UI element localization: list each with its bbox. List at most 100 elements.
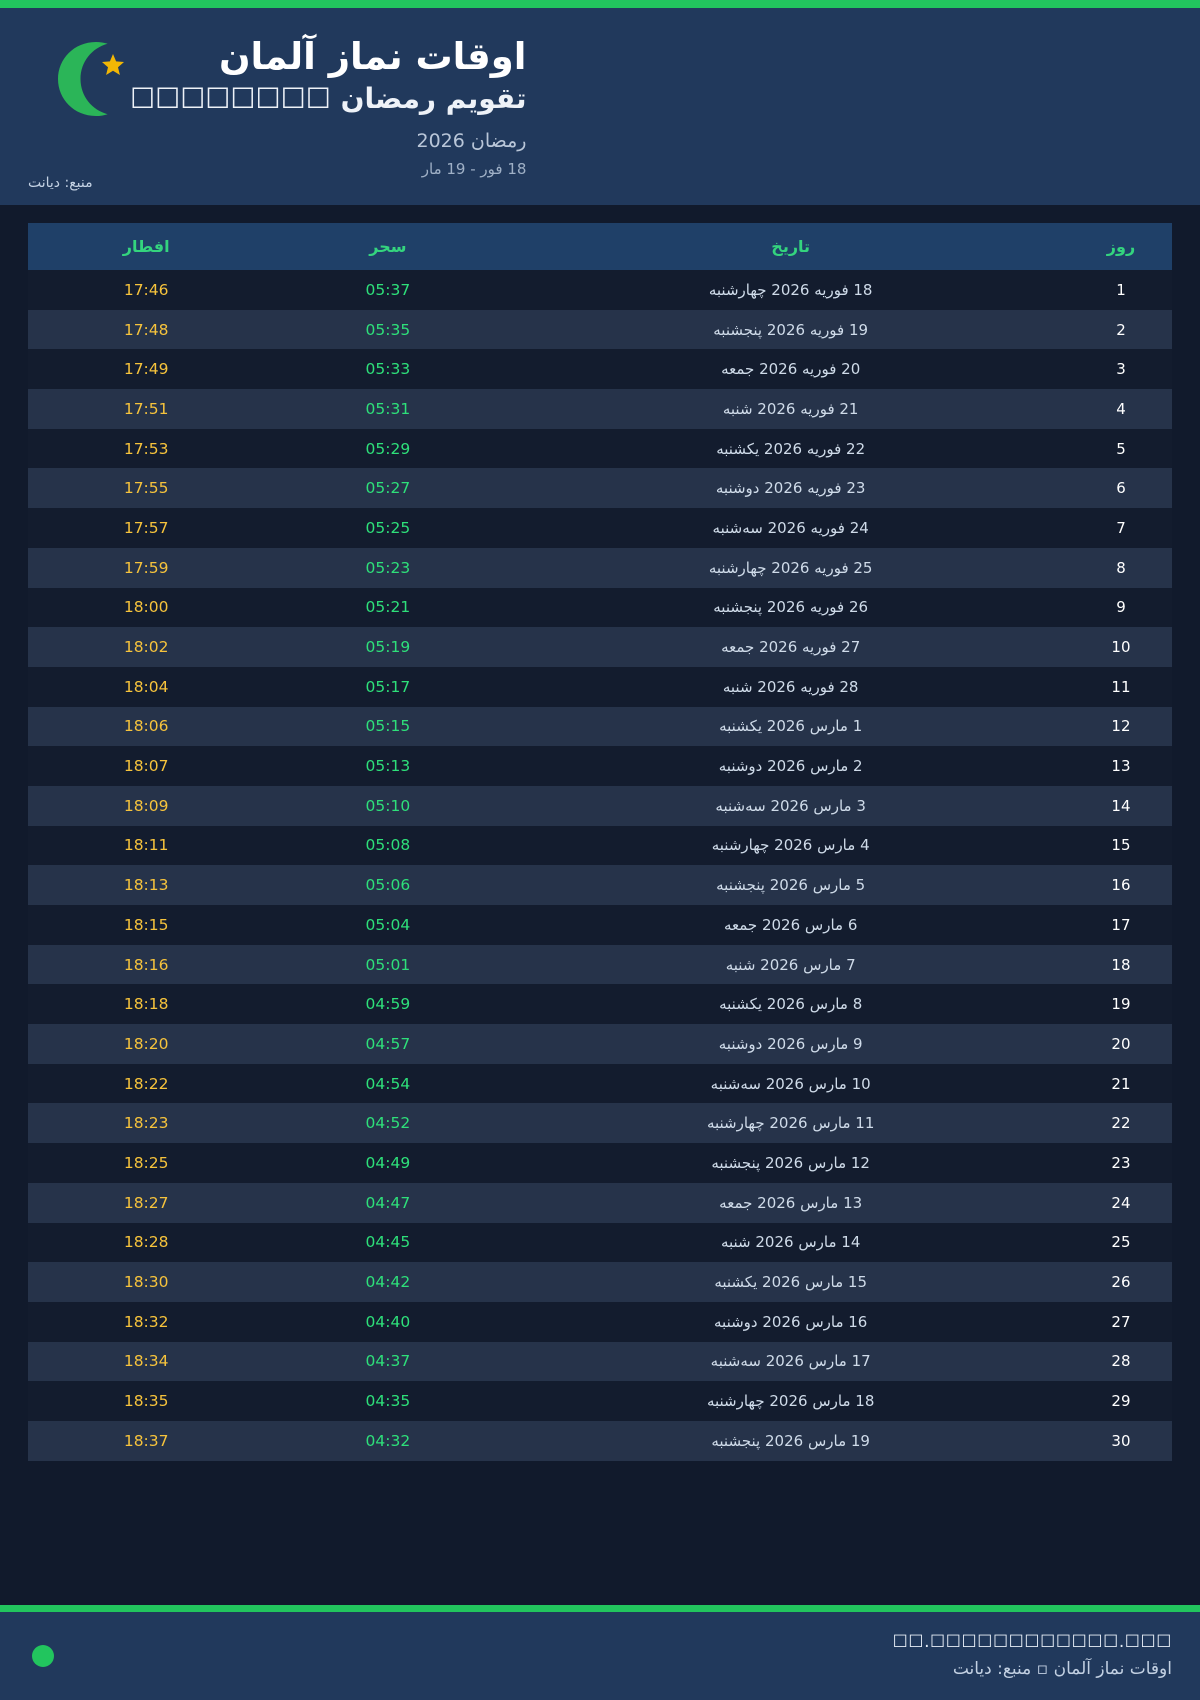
cell-day: 8 — [1116, 558, 1126, 577]
cell-sahar: 05:19 — [365, 638, 411, 657]
table-row[interactable]: 15 4 مارس 2026 چهارشنبه 05:08 18:11 — [28, 825, 1172, 866]
page-header: اوقات نماز آلمان تقویم رمضان ☐☐☐☐☐☐☐☐ رم… — [0, 8, 1200, 205]
green-status-dot-icon — [32, 1645, 54, 1667]
table-row[interactable]: 28 17 مارس 2026 سه‌شنبه 04:37 18:34 — [28, 1341, 1172, 1382]
footer-text-block: ☐☐☐.☐☐☐☐☐☐☐☐☐☐☐☐.☐☐ اوقات نماز آلمان ▫ م… — [893, 1630, 1172, 1682]
cell-date: 1 مارس 2026 یکشنبه — [719, 717, 863, 736]
cell-iftar: 18:16 — [123, 955, 169, 974]
cell-sahar: 05:23 — [365, 558, 411, 577]
footer-website-url[interactable]: ☐☐☐.☐☐☐☐☐☐☐☐☐☐☐☐.☐☐ — [892, 1631, 1172, 1652]
table-head: روز تاریخ سحر افطار — [28, 223, 1172, 270]
page-subtitle: تقویم رمضان ☐☐☐☐☐☐☐☐ — [130, 81, 526, 117]
table-row[interactable]: 24 13 مارس 2026 جمعه 04:47 18:27 — [28, 1182, 1172, 1223]
table-row[interactable]: 1 18 فوریه 2026 چهارشنبه 05:37 17:46 — [28, 270, 1172, 310]
cell-sahar: 05:17 — [365, 677, 411, 696]
table-row[interactable]: 19 8 مارس 2026 یکشنبه 04:59 18:18 — [28, 984, 1172, 1025]
cell-iftar: 17:55 — [123, 479, 169, 498]
cell-iftar: 18:13 — [123, 876, 169, 895]
cell-day: 2 — [1116, 320, 1126, 339]
cell-date: 18 فوریه 2026 چهارشنبه — [708, 280, 873, 299]
cell-iftar: 18:32 — [123, 1312, 169, 1331]
column-header-iftar: افطار — [28, 223, 265, 270]
table-row[interactable]: 21 10 مارس 2026 سه‌شنبه 04:54 18:22 — [28, 1063, 1172, 1104]
cell-iftar: 18:27 — [123, 1193, 169, 1212]
cell-date: 2 مارس 2026 دوشنبه — [718, 757, 863, 776]
table-row[interactable]: 20 9 مارس 2026 دوشنبه 04:57 18:20 — [28, 1024, 1172, 1064]
table-row[interactable]: 17 6 مارس 2026 جمعه 05:04 18:15 — [28, 905, 1172, 945]
table-row[interactable]: 9 26 فوریه 2026 پنجشنبه 05:21 18:00 — [28, 587, 1172, 628]
footer-accent-bar — [0, 1605, 1200, 1612]
cell-date: 26 فوریه 2026 پنجشنبه — [713, 598, 869, 617]
table-row[interactable]: 26 15 مارس 2026 یکشنبه 04:42 18:30 — [28, 1262, 1172, 1302]
table-row[interactable]: 8 25 فوریه 2026 چهارشنبه 05:23 17:59 — [28, 547, 1172, 588]
cell-date: 11 مارس 2026 چهارشنبه — [706, 1114, 875, 1133]
cell-date: 10 مارس 2026 سه‌شنبه — [710, 1074, 871, 1093]
table-row[interactable]: 23 12 مارس 2026 پنجشنبه 04:49 18:25 — [28, 1143, 1172, 1183]
cell-date: 20 فوریه 2026 جمعه — [721, 360, 861, 379]
cell-date: 9 مارس 2026 دوشنبه — [718, 1034, 863, 1053]
cell-sahar: 04:57 — [365, 1034, 411, 1053]
cell-date: 28 فوریه 2026 شنبه — [722, 677, 859, 696]
cell-iftar: 18:11 — [123, 836, 169, 855]
cell-day: 3 — [1116, 360, 1126, 379]
cell-date: 23 فوریه 2026 دوشنبه — [715, 479, 866, 498]
page-title: اوقات نماز آلمان — [218, 35, 527, 78]
cell-day: 19 — [1111, 995, 1131, 1014]
cell-day: 30 — [1111, 1431, 1131, 1450]
table-row[interactable]: 10 27 فوریه 2026 جمعه 05:19 18:02 — [28, 627, 1172, 667]
table-row[interactable]: 7 24 فوریه 2026 سه‌شنبه 05:25 17:57 — [28, 508, 1172, 548]
table-row[interactable]: 16 5 مارس 2026 پنجشنبه 05:06 18:13 — [28, 865, 1172, 905]
table-row[interactable]: 6 23 فوریه 2026 دوشنبه 05:27 17:55 — [28, 468, 1172, 509]
cell-day: 4 — [1116, 399, 1126, 418]
table-row[interactable]: 5 22 فوریه 2026 یکشنبه 05:29 17:53 — [28, 428, 1172, 469]
table-row[interactable]: 25 14 مارس 2026 شنبه 04:45 18:28 — [28, 1222, 1172, 1263]
page-subtitle-text: تقویم رمضان — [340, 81, 527, 115]
header-titles: اوقات نماز آلمان تقویم رمضان ☐☐☐☐☐☐☐☐ رم… — [130, 30, 526, 181]
cell-date: 14 مارس 2026 شنبه — [720, 1233, 861, 1252]
cell-iftar: 17:53 — [123, 439, 169, 458]
prayer-times-table: روز تاریخ سحر افطار 1 18 فوریه 2026 چهارش… — [28, 223, 1172, 1461]
cell-sahar: 04:49 — [365, 1153, 411, 1172]
cell-sahar: 05:31 — [365, 399, 411, 418]
cell-sahar: 05:13 — [365, 757, 411, 776]
header-month-label: رمضان 2026 — [416, 129, 527, 152]
table-row[interactable]: 27 16 مارس 2026 دوشنبه 04:40 18:32 — [28, 1301, 1172, 1342]
cell-sahar: 05:37 — [365, 280, 411, 299]
table-row[interactable]: 18 7 مارس 2026 شنبه 05:01 18:16 — [28, 944, 1172, 985]
cell-sahar: 04:45 — [365, 1233, 411, 1252]
cell-date: 19 مارس 2026 پنجشنبه — [711, 1431, 870, 1450]
table-row[interactable]: 14 3 مارس 2026 سه‌شنبه 05:10 18:09 — [28, 785, 1172, 826]
table-row[interactable]: 22 11 مارس 2026 چهارشنبه 04:52 18:23 — [28, 1103, 1172, 1144]
cell-iftar: 18:04 — [123, 677, 169, 696]
cell-sahar: 05:29 — [365, 439, 411, 458]
crescent-moon-and-star-icon — [34, 30, 130, 122]
table-row[interactable]: 30 19 مارس 2026 پنجشنبه 04:32 18:37 — [28, 1420, 1172, 1461]
table-body: 1 18 فوریه 2026 چهارشنبه 05:37 17:46 2 19 فور… — [28, 270, 1172, 1461]
cell-sahar: 04:40 — [365, 1312, 411, 1331]
top-accent-bar — [0, 0, 1200, 8]
cell-date: 7 مارس 2026 شنبه — [725, 955, 856, 974]
table-row[interactable]: 11 28 فوریه 2026 شنبه 05:17 18:04 — [28, 666, 1172, 707]
cell-iftar: 17:48 — [123, 320, 169, 339]
cell-day: 13 — [1111, 757, 1131, 776]
cell-date: 6 مارس 2026 جمعه — [723, 915, 858, 934]
cell-date: 22 فوریه 2026 یکشنبه — [716, 439, 866, 458]
cell-sahar: 04:52 — [365, 1114, 411, 1133]
table-row[interactable]: 2 19 فوریه 2026 پنجشنبه 05:35 17:48 — [28, 309, 1172, 350]
cell-date: 4 مارس 2026 چهارشنبه — [711, 836, 870, 855]
table-row[interactable]: 3 20 فوریه 2026 جمعه 05:33 17:49 — [28, 349, 1172, 390]
cell-date: 25 فوریه 2026 چهارشنبه — [708, 558, 873, 577]
cell-day: 23 — [1111, 1153, 1131, 1172]
cell-sahar: 04:37 — [365, 1352, 411, 1371]
cell-sahar: 04:42 — [365, 1273, 411, 1292]
table-row[interactable]: 12 1 مارس 2026 یکشنبه 05:15 18:06 — [28, 706, 1172, 747]
cell-day: 14 — [1111, 796, 1131, 815]
cell-iftar: 18:00 — [123, 598, 169, 617]
table-row[interactable]: 29 18 مارس 2026 چهارشنبه 04:35 18:35 — [28, 1381, 1172, 1421]
cell-iftar: 18:23 — [123, 1114, 169, 1133]
table-row[interactable]: 4 21 فوریه 2026 شنبه 05:31 17:51 — [28, 389, 1172, 429]
cell-day: 5 — [1116, 439, 1126, 458]
cell-iftar: 18:09 — [123, 796, 169, 815]
table-row[interactable]: 13 2 مارس 2026 دوشنبه 05:13 18:07 — [28, 746, 1172, 786]
cell-iftar: 18:28 — [123, 1233, 169, 1252]
